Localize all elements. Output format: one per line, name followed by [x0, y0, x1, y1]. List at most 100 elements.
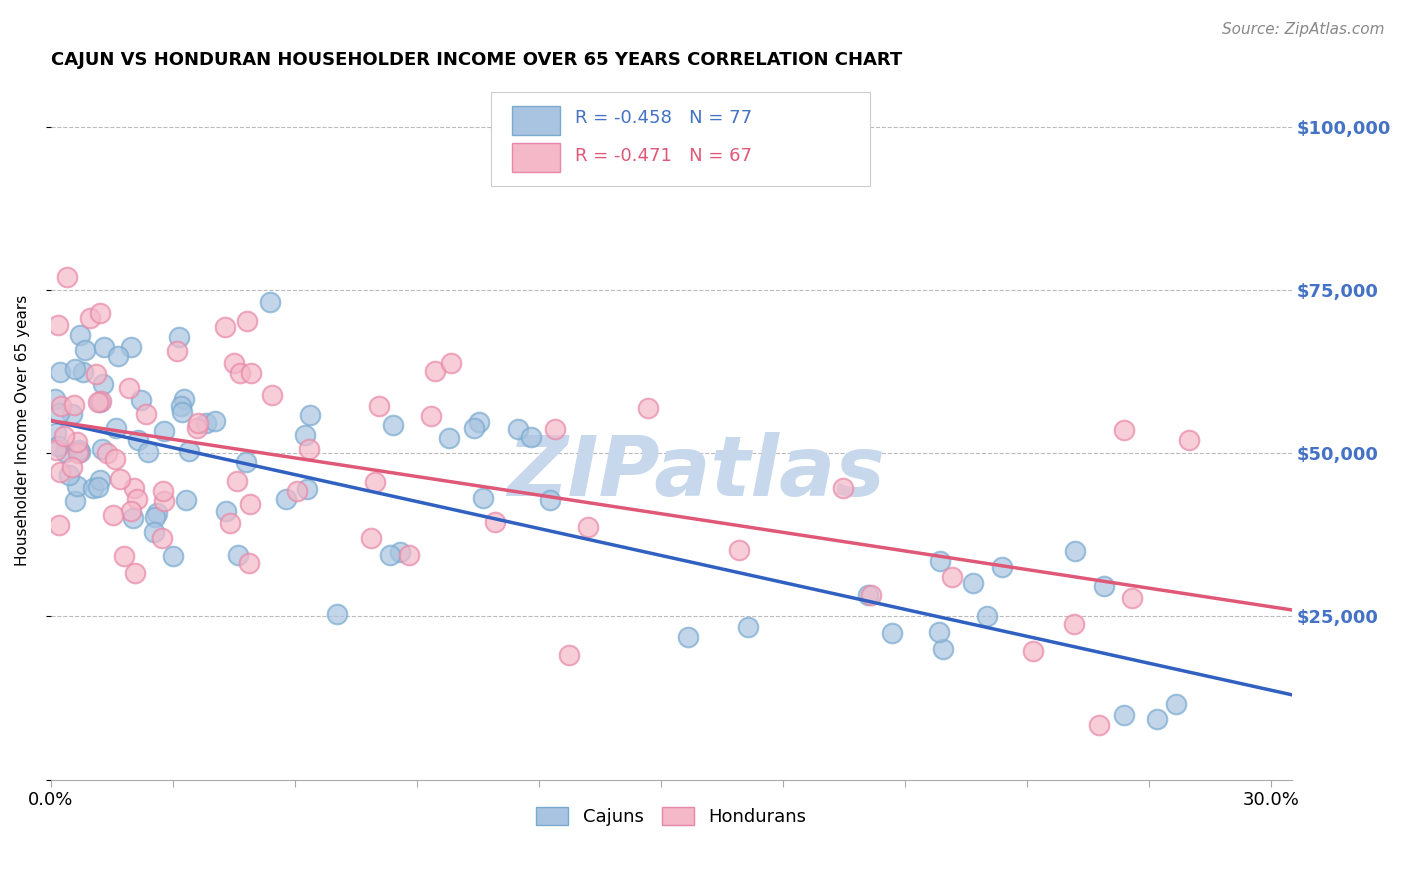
Point — [520, 430, 543, 444]
Point — [1022, 644, 1045, 658]
Point — [941, 570, 963, 584]
Point — [239, 497, 262, 511]
Point — [298, 408, 321, 422]
Point — [170, 399, 193, 413]
Point — [45, 443, 67, 458]
Point — [174, 493, 197, 508]
Text: ZIPatlas: ZIPatlas — [508, 432, 884, 513]
Point — [145, 509, 167, 524]
Point — [122, 510, 145, 524]
Point — [222, 356, 245, 370]
Point — [1121, 591, 1143, 606]
Point — [856, 588, 879, 602]
Point — [152, 424, 174, 438]
Point — [423, 364, 446, 378]
Point — [294, 427, 316, 442]
Text: R = -0.471   N = 67: R = -0.471 N = 67 — [575, 147, 751, 165]
Point — [136, 445, 159, 459]
Point — [46, 318, 69, 333]
Point — [101, 508, 124, 522]
Point — [259, 294, 281, 309]
FancyBboxPatch shape — [491, 92, 870, 186]
Point — [295, 482, 318, 496]
Point — [152, 484, 174, 499]
Point — [187, 417, 209, 431]
Point — [135, 407, 157, 421]
Point — [508, 422, 530, 436]
Point — [440, 356, 463, 370]
Point — [152, 493, 174, 508]
Point — [558, 648, 581, 662]
Point — [1063, 616, 1085, 631]
Point — [82, 481, 104, 495]
Point — [194, 416, 217, 430]
Point — [69, 328, 91, 343]
Point — [58, 468, 80, 483]
Point — [976, 609, 998, 624]
Point — [104, 421, 127, 435]
Point — [437, 431, 460, 445]
Point — [298, 442, 321, 456]
Point — [932, 642, 955, 657]
Point — [142, 524, 165, 539]
Point — [276, 491, 298, 506]
Point — [86, 480, 108, 494]
Point — [420, 409, 443, 423]
Point — [91, 442, 114, 456]
Point — [122, 481, 145, 495]
Point — [93, 340, 115, 354]
Point — [226, 475, 249, 489]
Point — [831, 481, 853, 495]
Point — [49, 399, 72, 413]
Point — [120, 504, 142, 518]
Point — [112, 549, 135, 564]
Point — [637, 401, 659, 416]
Point — [381, 418, 404, 433]
Bar — [512, 106, 560, 135]
Point — [73, 343, 96, 358]
Point — [166, 344, 188, 359]
Point — [238, 556, 260, 570]
Point — [1063, 543, 1085, 558]
Point — [468, 415, 491, 429]
Point — [285, 484, 308, 499]
Point — [360, 531, 382, 545]
Point — [89, 394, 111, 409]
Point — [124, 566, 146, 580]
Point — [882, 625, 904, 640]
Point — [1112, 423, 1135, 437]
Point — [177, 443, 200, 458]
Point — [69, 445, 91, 459]
Point — [63, 398, 86, 412]
Point — [96, 446, 118, 460]
Point — [87, 395, 110, 409]
Point — [484, 516, 506, 530]
Point — [326, 607, 349, 621]
Point — [91, 376, 114, 391]
Point — [55, 445, 77, 459]
Point — [63, 494, 86, 508]
Point — [378, 549, 401, 563]
Point — [235, 314, 257, 328]
Point — [204, 414, 226, 428]
Point — [120, 340, 142, 354]
Text: R = -0.458   N = 77: R = -0.458 N = 77 — [575, 110, 752, 128]
Point — [363, 475, 385, 490]
Point — [89, 473, 111, 487]
Text: Source: ZipAtlas.com: Source: ZipAtlas.com — [1222, 22, 1385, 37]
Point — [84, 367, 107, 381]
Point — [104, 451, 127, 466]
Point — [89, 305, 111, 319]
Point — [737, 620, 759, 634]
Point — [1092, 579, 1115, 593]
Point — [167, 329, 190, 343]
Point — [56, 269, 79, 284]
Point — [79, 310, 101, 325]
Point — [214, 319, 236, 334]
Point — [170, 405, 193, 419]
Point — [66, 434, 89, 449]
Point — [1177, 433, 1199, 447]
Point — [63, 361, 86, 376]
Point — [52, 428, 75, 442]
Point — [45, 425, 67, 440]
